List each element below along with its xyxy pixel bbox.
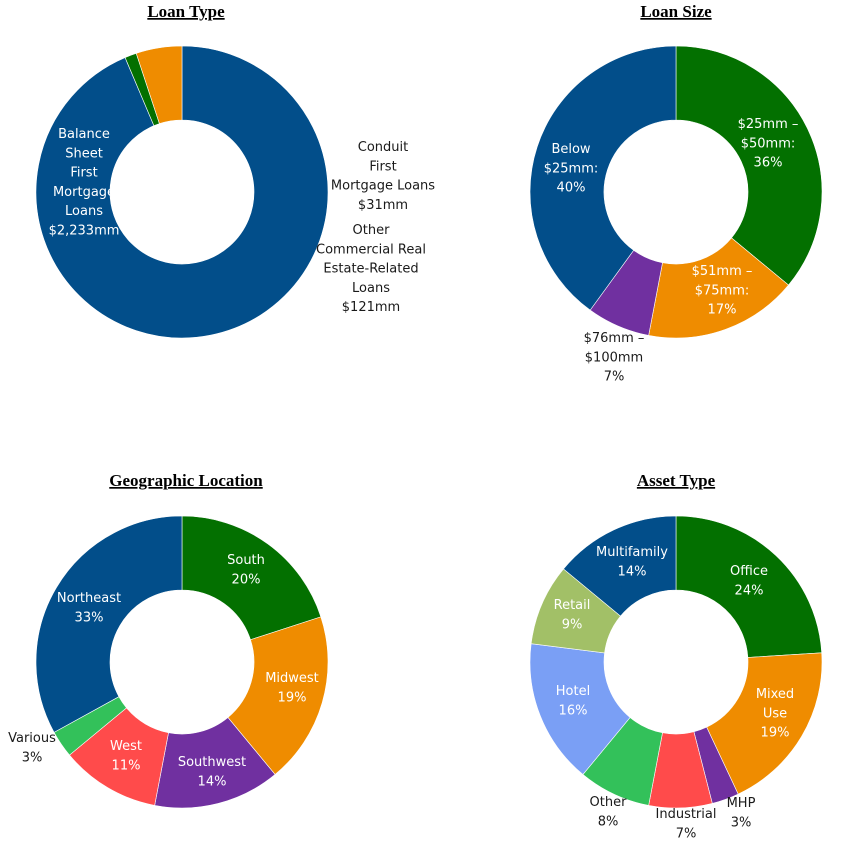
data-label-line: Office bbox=[730, 564, 768, 579]
data-label-office: Office 24% bbox=[730, 564, 768, 598]
data-label-line: Industrial bbox=[656, 807, 717, 822]
data-label-line: Retail bbox=[554, 598, 591, 613]
slice-25mm-50mm bbox=[675, 45, 823, 286]
data-label-line: First bbox=[369, 159, 396, 174]
data-label-line: 24% bbox=[735, 583, 764, 598]
data-label-line: Loans bbox=[65, 204, 103, 219]
slice-northeast bbox=[35, 515, 183, 733]
slice-below-25mm bbox=[529, 45, 677, 311]
donut-chart-geographic-location: Geographic Location South 20% Midwest 19% Sou… bbox=[8, 471, 329, 809]
slice-51mm-75mm bbox=[648, 237, 789, 339]
data-label-line: West bbox=[110, 739, 142, 754]
data-label-multifamily: Multifamily 14% bbox=[596, 545, 668, 579]
data-label-line: 3% bbox=[22, 750, 43, 765]
data-label-southwest: Southwest 14% bbox=[178, 755, 246, 789]
donut-chart-loan-type: Loan Type Balance Sheet First Mortgage Loans $… bbox=[35, 2, 435, 339]
slice-balance-sheet-first-mortgage-loans bbox=[35, 45, 329, 339]
data-label-northeast: Northeast 33% bbox=[57, 591, 121, 625]
data-label-balance-sheet-first-mortgage-loans: Balance Sheet First Mortgage Loans $2,233mm bbox=[49, 127, 120, 239]
chart-title: Loan Size bbox=[640, 2, 712, 21]
donut-chart-loan-size: Loan Size $25mm – $50mm: 36% $51mm – $75mm: 17… bbox=[529, 2, 823, 385]
data-label-line: South bbox=[227, 553, 265, 568]
data-label-line: Northeast bbox=[57, 591, 121, 606]
data-label-line: 11% bbox=[112, 758, 141, 773]
data-label-line: Conduit bbox=[358, 140, 408, 155]
data-label-line: Other bbox=[353, 223, 391, 238]
chart-title: Loan Type bbox=[147, 2, 225, 21]
data-label-line: Balance bbox=[58, 127, 110, 142]
chart-title: Asset Type bbox=[637, 471, 716, 490]
data-label-line: First bbox=[70, 166, 97, 181]
slice-mixed-use bbox=[706, 652, 823, 795]
data-label-line: $25mm – bbox=[738, 117, 799, 132]
data-label-other-commercial-real-estate-related-loans: Other Commercial Real Estate-Related Loans $… bbox=[316, 223, 426, 315]
slice-midwest bbox=[227, 616, 329, 775]
data-label-25mm-50mm: $25mm – $50mm: 36% bbox=[738, 117, 799, 171]
data-label-line: Other bbox=[590, 795, 628, 810]
data-label-conduit-first-mortgage-loans: Conduit First Mortgage Loans $31mm bbox=[331, 140, 435, 213]
slice-other-commercial-real-estate-related-loans bbox=[135, 45, 183, 125]
data-label-hotel: Hotel 16% bbox=[556, 684, 590, 718]
data-label-line: Mortgage Loans bbox=[331, 179, 435, 194]
data-label-line: Sheet bbox=[65, 146, 103, 161]
data-label-line: Commercial Real bbox=[316, 242, 426, 257]
data-label-line: 17% bbox=[708, 303, 737, 318]
data-label-line: Use bbox=[763, 706, 787, 721]
data-label-line: $76mm – bbox=[584, 331, 645, 346]
data-label-line: Southwest bbox=[178, 755, 246, 770]
chart-title: Geographic Location bbox=[109, 471, 263, 490]
data-label-line: 14% bbox=[198, 774, 227, 789]
data-label-line: Loans bbox=[352, 281, 390, 296]
data-label-various: Various 3% bbox=[8, 731, 56, 765]
slice-multifamily bbox=[563, 515, 677, 617]
data-label-retail: Retail 9% bbox=[554, 598, 591, 632]
data-label-line: 3% bbox=[731, 815, 752, 830]
data-label-line: Estate-Related bbox=[323, 262, 418, 277]
data-label-west: West 11% bbox=[110, 739, 142, 773]
data-label-line: MHP bbox=[727, 796, 756, 811]
data-label-south: South 20% bbox=[227, 553, 265, 587]
data-label-line: $31mm bbox=[358, 198, 408, 213]
data-label-line: 9% bbox=[562, 617, 583, 632]
data-label-line: 19% bbox=[278, 690, 307, 705]
data-label-line: 14% bbox=[618, 564, 647, 579]
slice-office bbox=[675, 515, 823, 658]
data-label-mixed-use: Mixed Use 19% bbox=[756, 687, 794, 741]
data-label-line: 7% bbox=[604, 370, 625, 385]
data-label-line: 8% bbox=[598, 814, 619, 829]
data-label-51mm-75mm: $51mm – $75mm: 17% bbox=[692, 264, 753, 318]
data-label-line: 40% bbox=[557, 181, 586, 196]
data-label-line: Midwest bbox=[265, 671, 319, 686]
data-label-line: $51mm – bbox=[692, 264, 753, 279]
data-label-midwest: Midwest 19% bbox=[265, 671, 319, 705]
data-label-line: Mixed bbox=[756, 687, 794, 702]
data-label-line: $2,233mm bbox=[49, 224, 120, 239]
data-label-76mm-100mm: $76mm – $100mm 7% bbox=[584, 331, 645, 385]
data-label-line: $100mm bbox=[585, 350, 643, 365]
donut-chart-asset-type: Asset Type Office 24% Mixed Use 19% MHP 3% Indus… bbox=[529, 471, 823, 841]
data-label-line: Mortgage bbox=[53, 185, 115, 200]
data-label-line: 16% bbox=[559, 703, 588, 718]
data-label-line: Hotel bbox=[556, 684, 590, 699]
data-label-industrial: Industrial 7% bbox=[656, 807, 717, 841]
data-label-line: $121mm bbox=[342, 300, 400, 315]
data-label-line: 20% bbox=[232, 572, 261, 587]
data-label-line: $75mm: bbox=[695, 283, 750, 298]
data-label-line: Below bbox=[551, 142, 590, 157]
data-label-below-25mm: Below $25mm: 40% bbox=[544, 142, 599, 196]
data-label-line: $50mm: bbox=[741, 136, 796, 151]
data-label-line: Various bbox=[8, 731, 56, 746]
data-label-line: 19% bbox=[761, 726, 790, 741]
slice-south bbox=[181, 515, 322, 641]
data-label-line: Multifamily bbox=[596, 545, 668, 560]
data-label-line: 36% bbox=[754, 156, 783, 171]
data-label-line: 7% bbox=[676, 826, 697, 841]
data-label-line: $25mm: bbox=[544, 161, 599, 176]
data-label-line: 33% bbox=[75, 610, 104, 625]
data-label-other: Other 8% bbox=[590, 795, 628, 829]
data-label-mhp: MHP 3% bbox=[727, 796, 756, 830]
